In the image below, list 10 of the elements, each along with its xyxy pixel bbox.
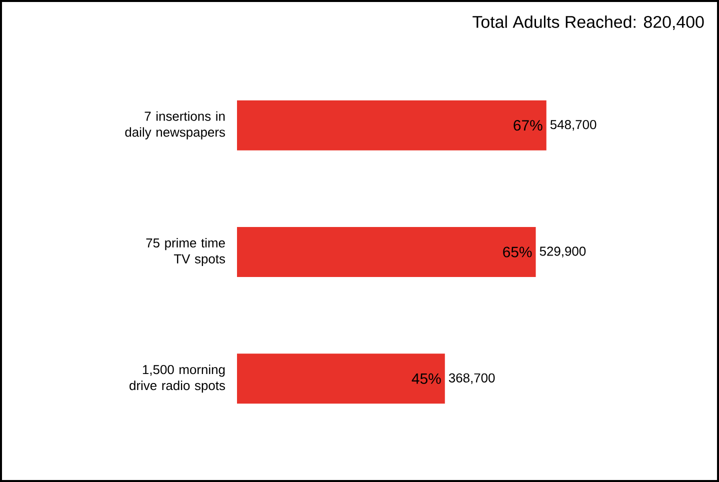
text: Total Adults Reached: 820,400 [472, 16, 704, 30]
y-tick-label: 1,500 morning drive radio spots [130, 364, 225, 393]
data-label: 368,700 [448, 373, 495, 384]
y-tick-label: 75 prime time TV spots [146, 238, 226, 266]
annotation: 65% [503, 246, 532, 258]
data-label: 529,900 [540, 246, 586, 258]
annotation: 45% [412, 373, 441, 384]
annotation: 67% [514, 120, 542, 131]
y-tick-label: 7 insertions in daily newspapers [125, 111, 225, 140]
data-label: 548,700 [550, 120, 596, 131]
